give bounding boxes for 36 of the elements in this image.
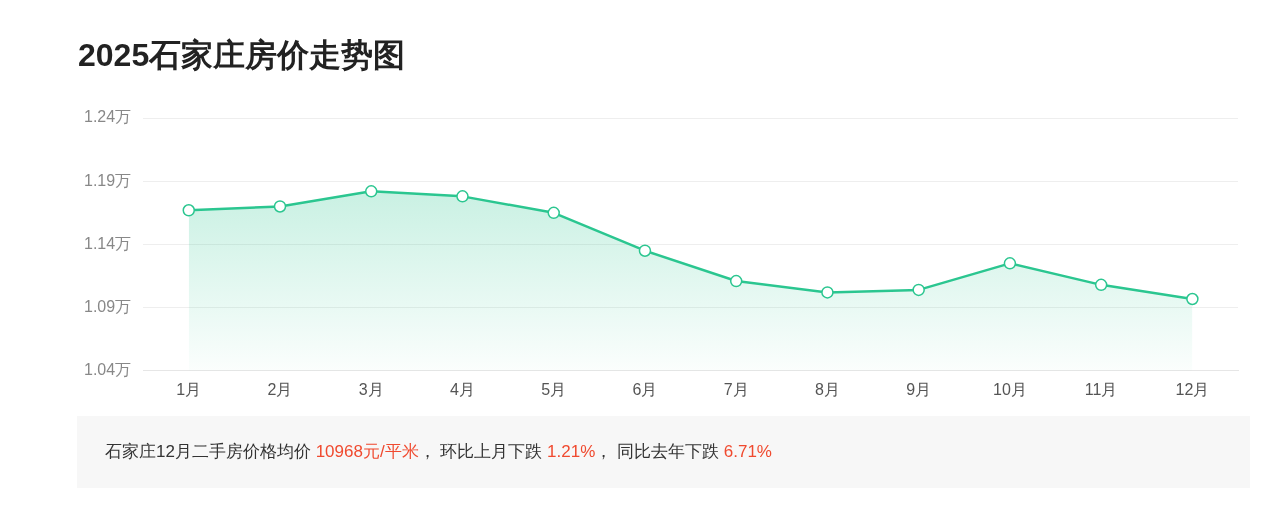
x-tick-label: 4月 xyxy=(450,380,475,398)
x-tick-label: 7月 xyxy=(723,380,749,398)
x-tick-label: 8月 xyxy=(814,380,840,398)
text: 10968元/平米 xyxy=(315,442,419,461)
point xyxy=(912,283,925,297)
x-tick-label: 3月 xyxy=(358,380,384,398)
point xyxy=(456,190,469,203)
x-tick-label: 2月 xyxy=(267,380,293,398)
text: 石家庄12月二手房价格均价 xyxy=(105,442,312,461)
y-tick-label: 1.14万 xyxy=(84,234,132,252)
text: ， 环比上月下跌 xyxy=(418,442,544,461)
x-tick-label: 10月 xyxy=(993,380,1027,398)
point xyxy=(1003,257,1017,270)
text: 6.71% xyxy=(723,442,772,461)
x-tick-label: 1月 xyxy=(176,380,202,398)
point xyxy=(273,200,287,213)
point xyxy=(547,206,560,220)
point xyxy=(182,204,196,217)
chart-title: 2025石家庄房价走势图 xyxy=(78,36,406,75)
point xyxy=(729,274,743,288)
y-tick-label: 1.04万 xyxy=(84,361,132,379)
x-tick-label: 11月 xyxy=(1084,380,1118,398)
x-tick-label: 9月 xyxy=(906,380,932,398)
text: 1.21% xyxy=(547,442,596,461)
text: ， 同比去年下跌 xyxy=(595,442,721,461)
y-tick-label: 1.24万 xyxy=(84,108,132,126)
x-tick-label: 5月 xyxy=(541,380,567,398)
x-tick-label: 6月 xyxy=(632,380,658,398)
point xyxy=(821,286,834,299)
y-tick-label: 1.19万 xyxy=(84,171,132,189)
point xyxy=(1094,278,1108,292)
point xyxy=(638,244,652,257)
x-tick-label: 12月 xyxy=(1175,380,1210,398)
y-tick-label: 1.09万 xyxy=(84,298,132,316)
point xyxy=(1186,292,1199,306)
point xyxy=(364,185,378,198)
